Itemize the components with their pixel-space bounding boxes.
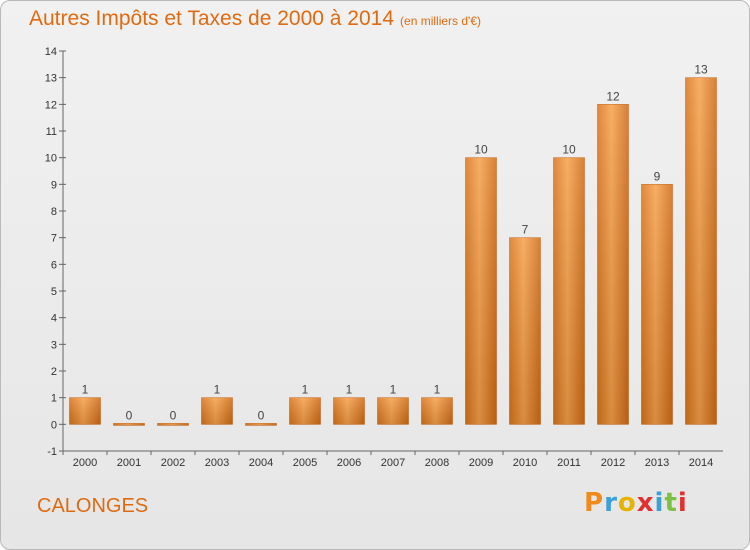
x-tick-label: 2003: [205, 457, 229, 469]
x-tick-label: 2010: [513, 457, 537, 469]
bar-shade: [597, 104, 629, 425]
x-tick-label: 2007: [381, 457, 405, 469]
bar-value-label: 0: [170, 408, 177, 422]
bar-shade: [509, 237, 541, 425]
y-tick-label: 13: [45, 73, 57, 85]
x-tick-label: 2004: [249, 457, 273, 469]
y-tick-label: 7: [51, 233, 57, 245]
bar-shade: [245, 423, 277, 426]
bar-shade: [289, 397, 321, 425]
y-tick-label: 1: [51, 393, 57, 405]
bar-value-label: 1: [390, 383, 397, 397]
chart-bars: [69, 77, 717, 426]
y-tick-label: 8: [51, 206, 57, 218]
bar-shade: [377, 397, 409, 425]
logo-letter: o: [617, 488, 637, 518]
x-tick-label: 2006: [337, 457, 361, 469]
bar-value-label: 10: [474, 143, 488, 157]
y-tick-label: 9: [51, 179, 57, 191]
bar-shade: [685, 77, 717, 425]
bar-value-label: 1: [302, 383, 309, 397]
bar-shade: [157, 423, 189, 426]
y-tick-label: 3: [51, 339, 57, 351]
bar-shade: [201, 397, 233, 425]
y-tick-label: 11: [46, 126, 57, 138]
x-tick-label: 2013: [645, 457, 669, 469]
bar-shade: [333, 397, 365, 425]
bar-shade: [553, 157, 585, 425]
x-tick-label: 2002: [161, 457, 185, 469]
commune-name: CALONGES: [37, 495, 149, 517]
bar-value-label: 1: [82, 383, 89, 397]
x-tick-label: 2014: [689, 457, 713, 469]
bar-shade: [465, 157, 497, 425]
logo-letter: P: [584, 488, 605, 518]
y-tick-label: 2: [51, 366, 57, 378]
bar-value-label: 0: [258, 408, 265, 422]
bar-value-label: 7: [522, 223, 529, 237]
chart-title: Autres Impôts et Taxes de 2000 à 2014: [29, 7, 395, 30]
bar-value-label: 13: [694, 63, 708, 77]
logo-letter: i: [654, 488, 665, 518]
y-tick-label: 5: [51, 286, 57, 298]
chart-title-block: Autres Impôts et Taxes de 2000 à 2014 (en…: [29, 7, 481, 31]
logo-letter: r: [604, 488, 618, 518]
x-tick-label: 2012: [601, 457, 625, 469]
logo-letter: i: [677, 488, 688, 518]
chart-subtitle: (en milliers d'€): [400, 14, 482, 28]
y-tick-label: 4: [51, 313, 57, 325]
x-tick-label: 2008: [425, 457, 449, 469]
bar-value-label: 1: [346, 383, 353, 397]
proxiti-logo: Proxiti: [584, 488, 688, 518]
bar-value-label: 12: [606, 89, 620, 103]
bar-value-label: 1: [434, 383, 441, 397]
bar-shade: [113, 423, 145, 426]
y-tick-label: 14: [45, 46, 57, 58]
bar-shade: [421, 397, 453, 425]
y-tick-label: 6: [51, 259, 57, 271]
y-tick-label: 0: [51, 419, 57, 431]
bar-value-label: 1: [214, 383, 221, 397]
x-tick-label: 2011: [557, 457, 581, 469]
y-tick-label: 10: [45, 153, 57, 165]
x-tick-label: 2001: [117, 457, 141, 469]
y-tick-label: 12: [45, 99, 57, 111]
y-tick-label: -1: [47, 446, 57, 458]
x-tick-label: 2009: [469, 457, 493, 469]
x-tick-label: 2000: [73, 457, 97, 469]
bar-shade: [641, 184, 673, 425]
logo-letter: t: [664, 488, 678, 518]
bar-shade: [69, 397, 101, 425]
bar-value-label: 10: [562, 143, 576, 157]
bar-value-label: 9: [654, 169, 661, 183]
bar-value-label: 0: [126, 408, 133, 422]
logo-letter: x: [636, 488, 655, 518]
x-tick-label: 2005: [293, 457, 317, 469]
